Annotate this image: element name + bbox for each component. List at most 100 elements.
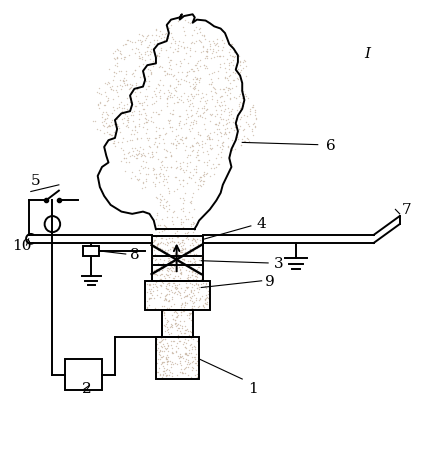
- Point: [162, 315, 169, 322]
- Point: [153, 210, 160, 217]
- Point: [135, 46, 142, 54]
- Point: [182, 350, 189, 358]
- Point: [124, 101, 131, 108]
- Point: [135, 176, 142, 184]
- Point: [179, 332, 186, 340]
- Point: [190, 147, 197, 154]
- Point: [93, 126, 100, 133]
- Point: [136, 109, 143, 116]
- Point: [204, 162, 211, 169]
- Point: [146, 281, 153, 289]
- Point: [184, 45, 191, 52]
- Point: [216, 53, 223, 60]
- Point: [184, 276, 191, 283]
- Point: [203, 170, 210, 177]
- Point: [218, 47, 225, 54]
- Point: [204, 46, 211, 53]
- Point: [166, 259, 173, 266]
- Point: [114, 55, 121, 63]
- Point: [156, 78, 163, 85]
- Point: [205, 288, 212, 295]
- Point: [175, 261, 182, 268]
- Point: [155, 349, 162, 356]
- Point: [216, 161, 223, 168]
- Point: [129, 83, 136, 90]
- Point: [195, 281, 202, 289]
- Point: [189, 235, 196, 243]
- Point: [169, 293, 176, 300]
- Point: [174, 345, 181, 352]
- Point: [173, 314, 180, 321]
- Point: [182, 327, 189, 334]
- Point: [157, 281, 164, 289]
- Point: [249, 126, 256, 133]
- Point: [185, 79, 192, 86]
- Point: [109, 96, 116, 103]
- Point: [155, 239, 162, 247]
- Point: [153, 266, 160, 273]
- Point: [166, 92, 173, 100]
- Point: [101, 123, 108, 130]
- Point: [125, 159, 132, 166]
- Point: [162, 336, 169, 343]
- Point: [163, 23, 170, 30]
- Point: [169, 35, 176, 42]
- Point: [170, 276, 177, 284]
- Point: [211, 89, 218, 97]
- Point: [217, 130, 224, 137]
- Point: [219, 139, 226, 146]
- Point: [160, 182, 167, 189]
- Point: [159, 162, 166, 170]
- Point: [188, 281, 195, 288]
- Point: [237, 114, 244, 121]
- Point: [240, 57, 247, 64]
- Point: [225, 144, 232, 152]
- Point: [144, 52, 151, 60]
- Point: [170, 37, 177, 44]
- Point: [156, 352, 163, 359]
- Point: [119, 135, 126, 143]
- Point: [176, 325, 183, 332]
- Point: [152, 129, 159, 136]
- Point: [168, 349, 175, 356]
- Point: [161, 367, 168, 374]
- Point: [180, 28, 187, 35]
- Point: [250, 102, 257, 110]
- Point: [146, 67, 153, 74]
- Point: [156, 191, 163, 198]
- Point: [117, 78, 124, 85]
- Point: [202, 115, 209, 123]
- Point: [200, 44, 207, 51]
- Point: [177, 119, 184, 126]
- Point: [160, 371, 167, 378]
- Point: [191, 84, 198, 92]
- Point: [191, 287, 198, 294]
- Point: [182, 73, 189, 80]
- Point: [204, 159, 211, 166]
- Point: [206, 38, 213, 46]
- Point: [214, 36, 221, 43]
- Point: [179, 370, 186, 377]
- Point: [182, 190, 189, 197]
- Point: [165, 120, 172, 128]
- Point: [179, 239, 186, 246]
- Point: [150, 244, 157, 251]
- Point: [155, 111, 162, 118]
- Point: [127, 153, 134, 161]
- Point: [99, 120, 106, 127]
- Point: [172, 61, 179, 68]
- Point: [202, 292, 209, 299]
- Point: [180, 245, 187, 253]
- Point: [173, 142, 180, 149]
- Point: [228, 125, 235, 133]
- Point: [160, 368, 166, 375]
- Point: [206, 46, 213, 53]
- Point: [167, 265, 174, 272]
- Point: [232, 124, 239, 131]
- Point: [163, 318, 170, 326]
- Point: [203, 92, 210, 99]
- Point: [206, 146, 213, 153]
- Point: [163, 154, 170, 161]
- Point: [182, 336, 189, 343]
- Point: [247, 111, 254, 118]
